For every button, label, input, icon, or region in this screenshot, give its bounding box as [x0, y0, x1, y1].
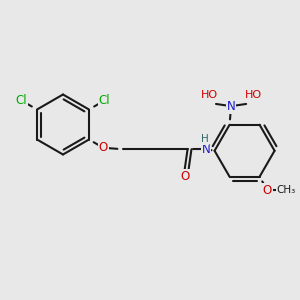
Text: O: O — [180, 170, 189, 183]
Text: Cl: Cl — [16, 94, 27, 107]
Text: HO: HO — [201, 90, 218, 100]
Text: H: H — [201, 134, 208, 144]
Text: CH₃: CH₃ — [277, 185, 296, 195]
Text: HO: HO — [244, 90, 262, 100]
Text: N: N — [227, 100, 236, 113]
Text: H: H — [202, 144, 210, 154]
Text: O: O — [99, 141, 108, 154]
Text: N: N — [202, 143, 211, 156]
Text: Cl: Cl — [99, 94, 110, 107]
Text: O: O — [263, 184, 272, 197]
